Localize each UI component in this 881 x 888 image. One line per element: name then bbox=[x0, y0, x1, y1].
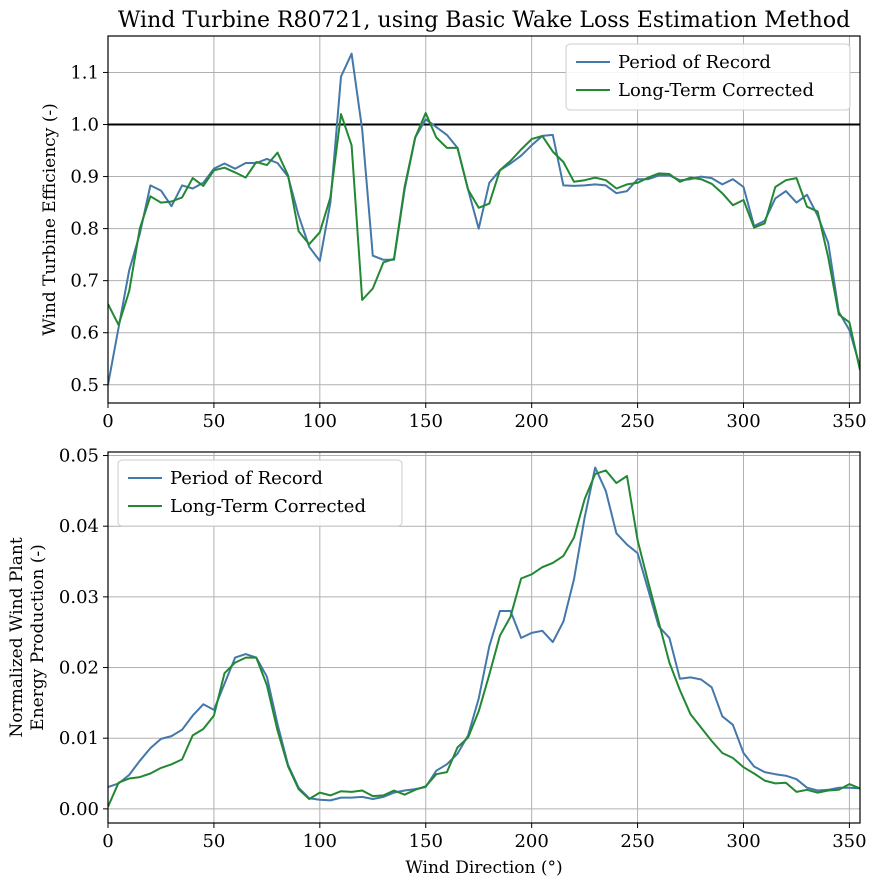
x-tick-label: 350 bbox=[832, 411, 866, 432]
legend-entry: Long-Term Corrected bbox=[170, 496, 366, 517]
y-tick-label: 0.01 bbox=[59, 728, 99, 749]
legend-box bbox=[117, 459, 403, 527]
y-tick-label: 0.00 bbox=[59, 799, 99, 820]
y-tick-label: 0.5 bbox=[70, 375, 99, 396]
x-tick-label: 300 bbox=[726, 831, 760, 852]
x-tick-label: 100 bbox=[303, 411, 337, 432]
x-tick-label: 150 bbox=[409, 411, 443, 432]
x-tick-label: 250 bbox=[620, 411, 654, 432]
period-of-record-line bbox=[108, 466, 860, 802]
x-tick-label: 0 bbox=[102, 411, 113, 432]
x-tick-label: 50 bbox=[202, 411, 225, 432]
y-tick-label: 0.04 bbox=[59, 516, 99, 537]
x-tick-label: 200 bbox=[514, 831, 548, 852]
y-tick-label: 0.6 bbox=[70, 323, 99, 344]
long-term-corrected-line bbox=[108, 112, 860, 371]
legend-box bbox=[565, 43, 851, 111]
y-axis-label: Wind Turbine Efficiency (-) bbox=[40, 103, 60, 335]
legend-entry: Period of Record bbox=[170, 468, 323, 489]
x-tick-label: 100 bbox=[303, 831, 337, 852]
y-tick-label: 0.05 bbox=[59, 446, 99, 467]
y-axis-label-line-1: Normalized Wind Plant bbox=[7, 537, 27, 737]
y-tick-label: 0.9 bbox=[70, 167, 99, 188]
x-tick-label: 150 bbox=[409, 831, 443, 852]
legend-entry: Period of Record bbox=[618, 52, 771, 73]
efficiency-panel: 0 50 100 150 200 250 300 350 0.5 0.6 0.7 0.8 0.9 1.0 1… bbox=[40, 35, 867, 432]
x-tick-label: 300 bbox=[726, 411, 760, 432]
x-tick-label: 200 bbox=[514, 411, 548, 432]
plot-frame bbox=[107, 35, 861, 404]
y-tick-label: 1.1 bbox=[70, 62, 99, 83]
x-tick-label: 50 bbox=[202, 831, 225, 852]
y-tick-label: 0.8 bbox=[70, 219, 99, 240]
x-axis-label: Wind Direction (°) bbox=[405, 858, 562, 878]
x-tick-label: 350 bbox=[832, 831, 866, 852]
energy-production-panel: 0 50 100 150 200 250 300 350 0.00 0.01 0.02 0.03 0.0… bbox=[7, 446, 867, 878]
legend-entry: Long-Term Corrected bbox=[618, 80, 814, 101]
long-term-corrected-line bbox=[108, 469, 860, 808]
y-tick-label: 1.0 bbox=[70, 114, 99, 135]
y-axis-label-line-2: Energy Production (-) bbox=[28, 544, 48, 730]
y-tick-label: 0.7 bbox=[70, 271, 99, 292]
y-tick-label: 0.02 bbox=[59, 658, 99, 679]
legend: Period of Record Long-Term Corrected bbox=[565, 43, 851, 111]
plot-frame bbox=[107, 451, 861, 824]
x-tick-label: 0 bbox=[102, 831, 113, 852]
x-tick-label: 250 bbox=[620, 831, 654, 852]
legend: Period of Record Long-Term Corrected bbox=[117, 459, 403, 527]
figure-title: Wind Turbine R80721, using Basic Wake Lo… bbox=[118, 8, 850, 33]
y-tick-label: 0.03 bbox=[59, 587, 99, 608]
